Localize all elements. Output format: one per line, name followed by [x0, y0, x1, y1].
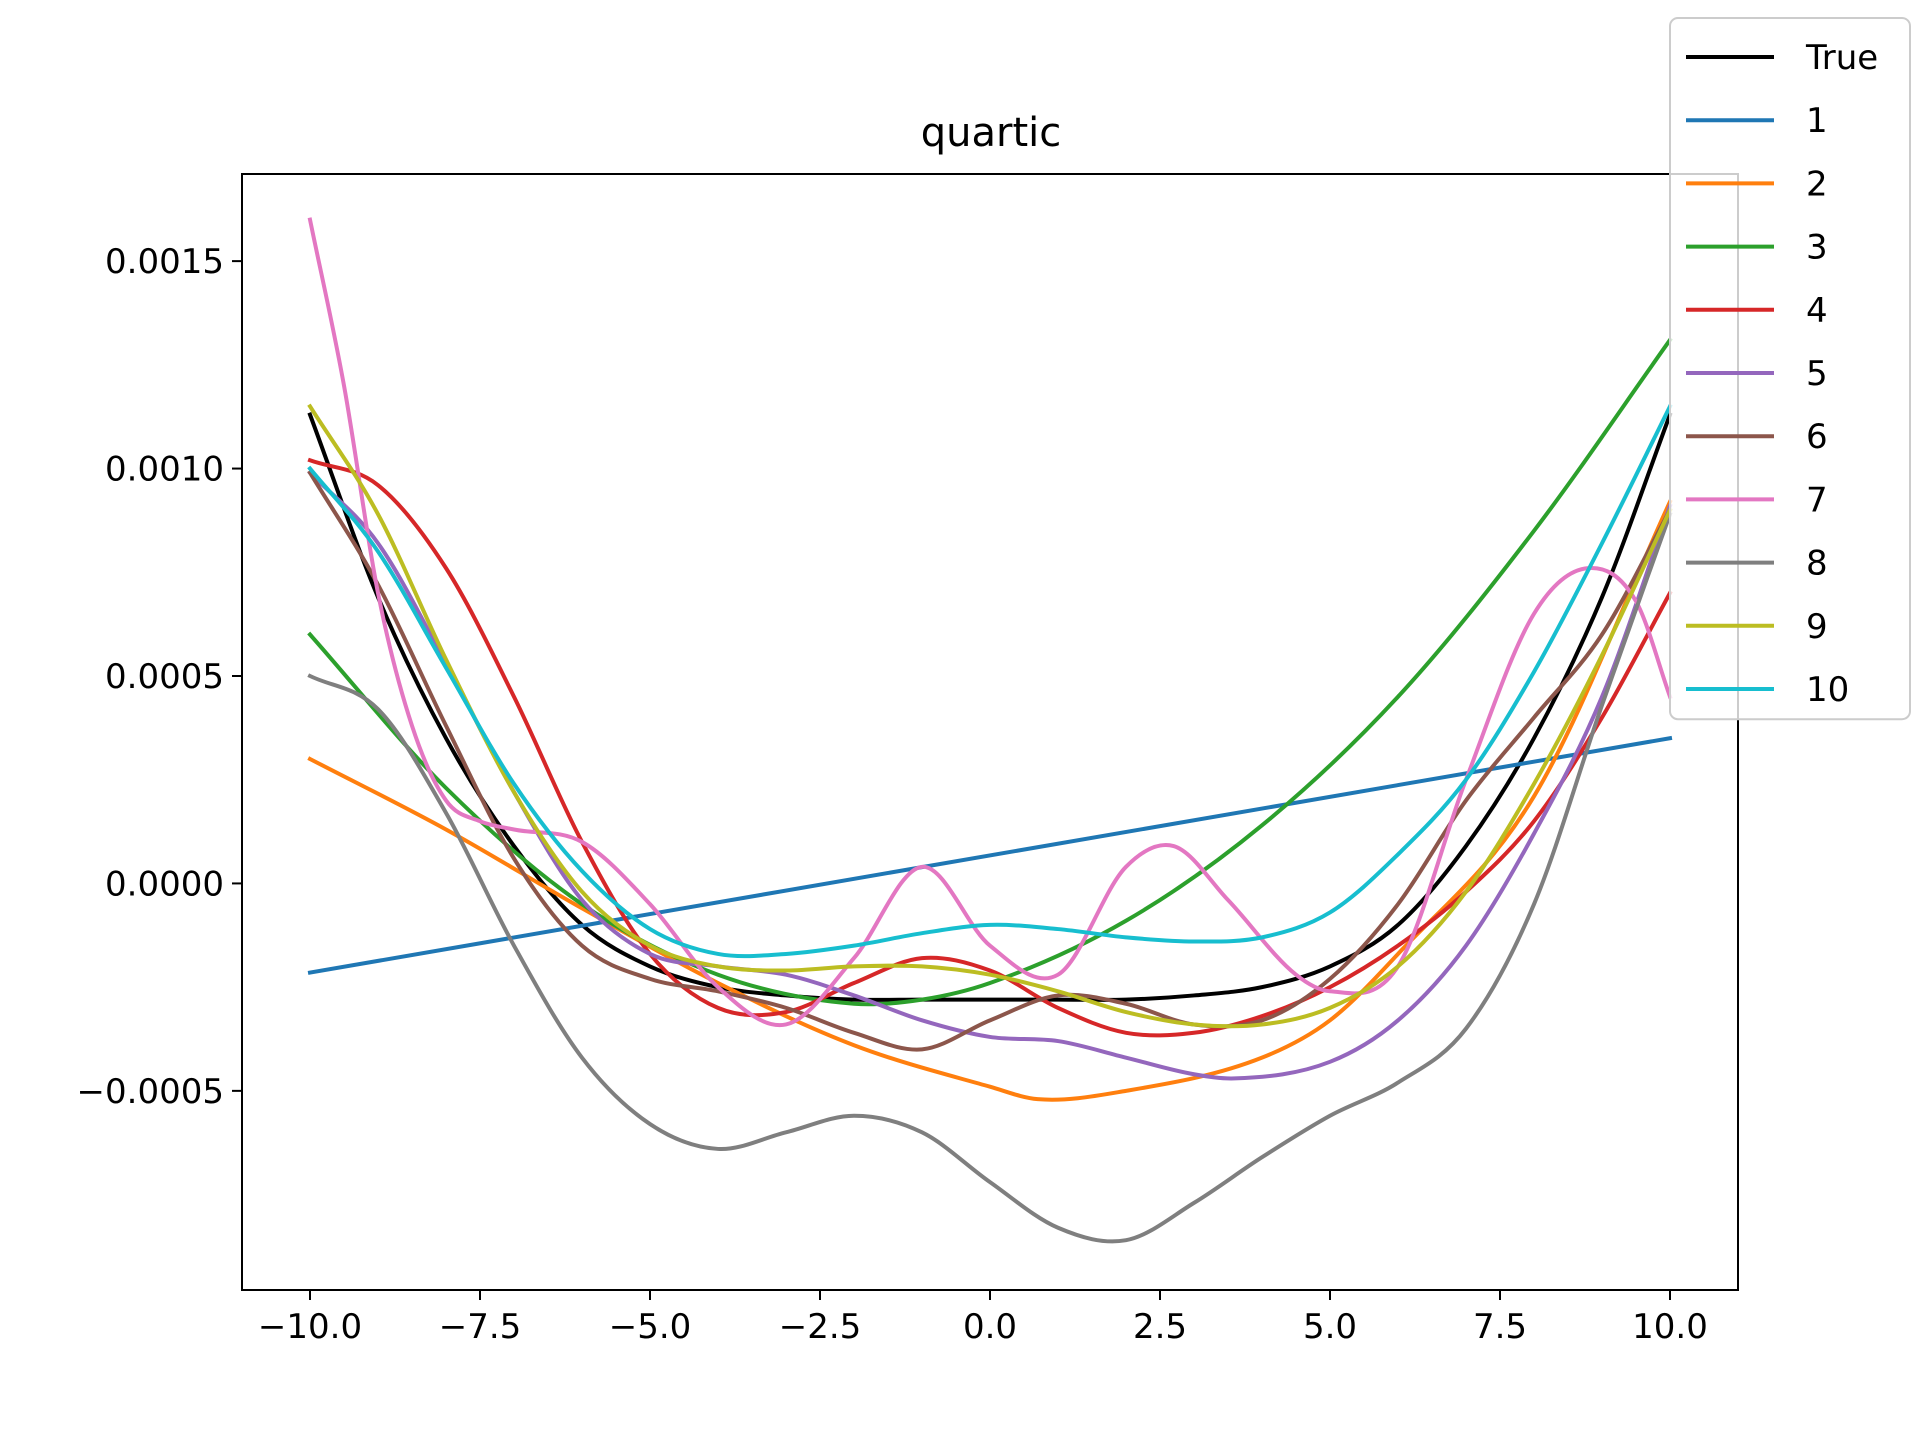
legend-label: 9	[1806, 607, 1828, 647]
x-tick-label: −5.0	[609, 1307, 692, 1347]
x-tick-label: −7.5	[439, 1307, 522, 1347]
series-line-10	[307, 403, 1673, 959]
legend-label: 5	[1806, 354, 1828, 394]
series-line-3	[307, 337, 1673, 1007]
y-tick-label: 0.0000	[105, 864, 224, 904]
series-layer	[307, 217, 1673, 1244]
y-tick-label: −0.0005	[77, 1072, 224, 1112]
x-axis: −10.0 −7.5 −5.0 −2.5 0.0 2.5 5.0 7.5 10.0	[258, 1290, 1708, 1347]
y-axis: −0.0005 0.0000 0.0005 0.0010 0.0015	[77, 242, 242, 1112]
x-tick-label: 7.5	[1473, 1307, 1527, 1347]
x-tick-label: 0.0	[963, 1307, 1017, 1347]
y-tick-label: 0.0010	[105, 450, 224, 490]
legend-frame	[1669, 17, 1911, 721]
legend-label: 4	[1806, 291, 1828, 331]
y-tick-label: 0.0005	[105, 657, 224, 697]
series-line-1	[307, 735, 1673, 975]
x-tick-label: 10.0	[1632, 1307, 1708, 1347]
legend-label: 2	[1806, 164, 1828, 204]
legend-label: 1	[1806, 101, 1828, 141]
legend-label: 6	[1806, 417, 1828, 457]
series-line-6	[307, 469, 1673, 1052]
legend-label: True	[1805, 38, 1878, 78]
x-tick-label: 5.0	[1303, 1307, 1357, 1347]
x-tick-label: −10.0	[258, 1307, 362, 1347]
legend-label: 8	[1806, 544, 1828, 584]
legend: True 1 2 3 4 5 6 7 8 9 10	[1669, 17, 1911, 721]
chart-title: quartic	[921, 110, 1062, 156]
series-line-7	[307, 217, 1673, 1028]
series-line-9	[307, 403, 1673, 1029]
y-tick-label: 0.0015	[105, 242, 224, 282]
legend-label: 3	[1806, 228, 1828, 268]
series-line-2	[307, 499, 1673, 1102]
legend-label: 10	[1806, 670, 1849, 710]
x-tick-label: −2.5	[779, 1307, 862, 1347]
x-tick-label: 2.5	[1133, 1307, 1187, 1347]
series-line-8	[307, 511, 1673, 1244]
legend-label: 7	[1806, 480, 1828, 520]
